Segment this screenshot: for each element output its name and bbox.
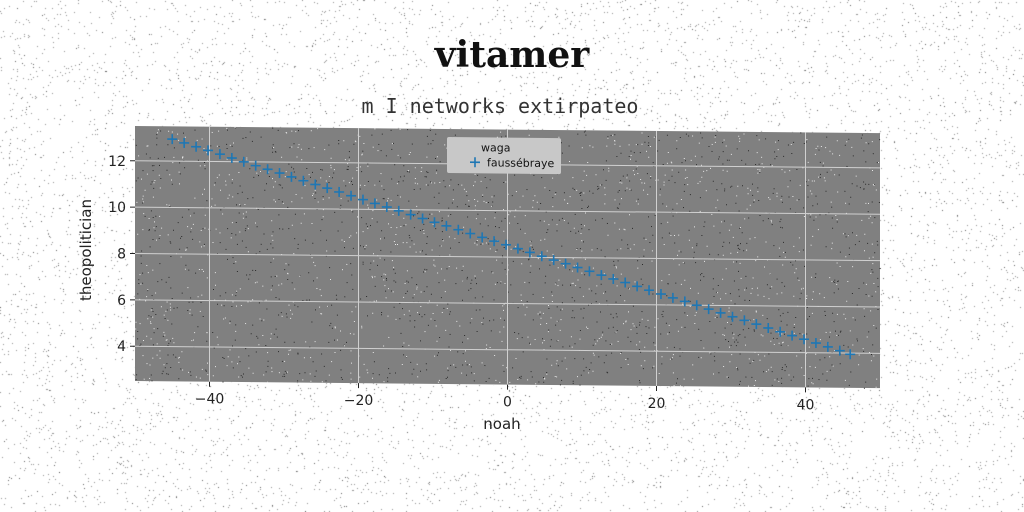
x-tick-label: −40 xyxy=(195,392,225,408)
y-axis-ticks: 4 6 8 10 12 xyxy=(108,154,135,355)
x-axis-label: noah xyxy=(483,415,520,433)
y-tick-label: 8 xyxy=(117,247,126,263)
x-tick-label: 0 xyxy=(503,395,512,411)
y-tick-label: 10 xyxy=(108,200,126,216)
y-tick-label: 6 xyxy=(117,293,126,309)
legend-entry-waga: waga xyxy=(481,141,510,154)
plot-area: waga faussébraye xyxy=(135,126,881,389)
y-tick-label: 12 xyxy=(108,154,126,170)
y-axis-label: theopolitician xyxy=(77,199,95,301)
x-tick-label: −20 xyxy=(344,393,374,409)
legend: waga faussébraye xyxy=(447,137,561,174)
x-tick-label: 40 xyxy=(797,397,815,413)
x-tick-label: 20 xyxy=(648,396,666,412)
legend-entry-faussebraye: faussébraye xyxy=(487,156,555,170)
y-tick-label: 4 xyxy=(117,339,126,355)
